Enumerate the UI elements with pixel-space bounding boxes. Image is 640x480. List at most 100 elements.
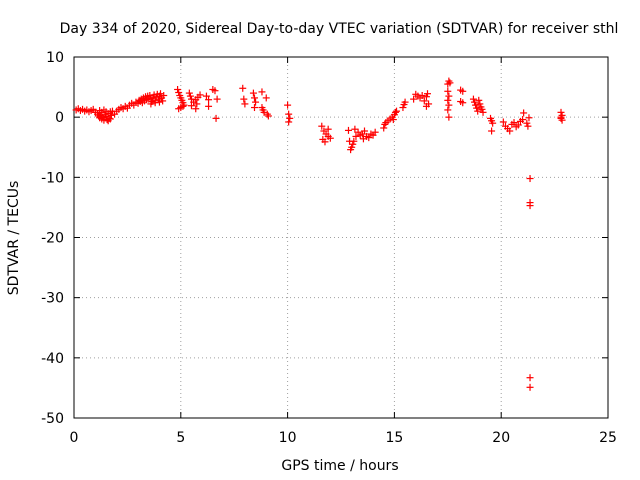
data-point [284, 101, 292, 109]
data-point [401, 98, 409, 106]
data-point [285, 110, 293, 118]
data-point [479, 108, 487, 116]
data-point [350, 137, 358, 145]
data-point [445, 101, 453, 109]
data-point [160, 92, 168, 100]
data-point [321, 138, 329, 146]
data-point [252, 98, 260, 106]
data-point [474, 107, 482, 115]
data-point [469, 95, 477, 103]
data-point [520, 109, 528, 117]
data-point [159, 97, 167, 105]
data-point [389, 116, 397, 124]
data-point [526, 383, 534, 391]
data-point [391, 108, 399, 116]
data-point [380, 124, 388, 132]
data-point [174, 85, 182, 93]
data-point [558, 116, 566, 124]
y-tick-label: 0 [55, 110, 64, 126]
data-point [249, 89, 257, 97]
data-point [155, 98, 163, 106]
data-point [349, 140, 357, 148]
data-point [472, 101, 480, 109]
data-point [557, 113, 565, 121]
data-point [212, 114, 220, 122]
data-point [459, 87, 467, 95]
data-point [444, 106, 452, 114]
data-point [371, 128, 379, 136]
y-tick-label: 10 [46, 50, 64, 66]
data-point [185, 89, 193, 97]
data-point [352, 132, 360, 140]
y-axis-tick-labels: -50 -40 -30 -20 -10 0 10 [41, 50, 64, 427]
y-tick-label: -10 [41, 170, 64, 186]
data-point [475, 96, 483, 104]
data-point [285, 118, 293, 126]
x-tick-label: 10 [279, 430, 297, 446]
data-point [399, 104, 407, 112]
data-point [239, 84, 247, 92]
data-point [324, 125, 332, 133]
data-point [525, 114, 533, 122]
data-point [418, 92, 426, 100]
data-point [459, 99, 467, 107]
data-point [526, 175, 534, 183]
grid [74, 57, 608, 418]
data-point [205, 102, 213, 110]
data-point [523, 119, 531, 127]
y-tick-label: -30 [41, 291, 64, 307]
data-point [422, 102, 430, 110]
data-point [473, 104, 481, 112]
data-point [410, 95, 418, 103]
data-point [258, 88, 266, 96]
data-point [213, 95, 221, 103]
data-point [489, 119, 497, 127]
data-point [478, 105, 486, 113]
data-point [510, 119, 518, 127]
data-point [422, 93, 430, 101]
axis-ticks [73, 56, 609, 419]
chart-title: Day 334 of 2020, Sidereal Day-to-day VTE… [60, 21, 619, 37]
data-point [348, 143, 356, 151]
data-point [154, 95, 162, 103]
data-point [499, 118, 507, 126]
x-tick-label: 5 [176, 430, 185, 446]
data-point [514, 121, 522, 129]
data-point [445, 113, 453, 121]
data-point [424, 90, 432, 98]
data-point [175, 88, 183, 96]
data-point [286, 114, 294, 122]
data-point [444, 87, 452, 95]
data-point [526, 374, 534, 382]
y-tick-label: -50 [41, 411, 64, 427]
data-point [318, 122, 326, 130]
data-point [360, 127, 368, 135]
data-point [187, 102, 195, 110]
y-axis-label: SDTVAR / TECUs [6, 181, 22, 296]
data-point [262, 94, 270, 102]
data-point [211, 87, 219, 95]
data-point [106, 115, 114, 123]
data-point [326, 134, 334, 142]
data-point [179, 102, 187, 110]
x-tick-label: 25 [599, 430, 617, 446]
data-point [476, 100, 484, 108]
data-point [526, 202, 534, 210]
x-tick-label: 0 [70, 430, 79, 446]
data-point [444, 96, 452, 104]
data-point [193, 100, 201, 108]
data-point [393, 107, 401, 115]
data-point [446, 79, 454, 87]
data-point [365, 134, 373, 142]
data-point [107, 111, 115, 119]
data-point [420, 97, 428, 105]
data-point [196, 91, 204, 99]
x-axis-tick-labels: 0 5 10 15 20 25 [70, 430, 617, 446]
data-point [351, 125, 359, 133]
data-point [192, 105, 200, 113]
data-point [205, 96, 213, 104]
x-axis-label: GPS time / hours [281, 458, 398, 474]
x-tick-label: 15 [385, 430, 403, 446]
data-point [519, 116, 527, 124]
